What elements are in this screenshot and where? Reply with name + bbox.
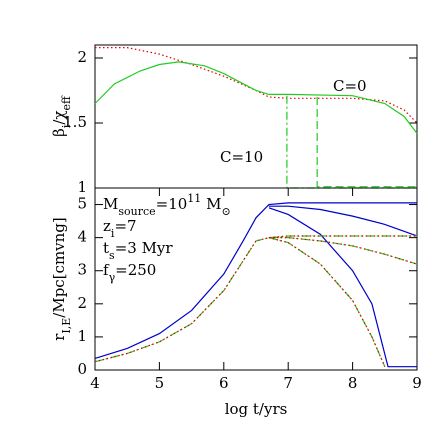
data-line xyxy=(94,202,417,359)
data-line xyxy=(286,95,417,189)
text-segment: =250 xyxy=(115,261,156,279)
data-line xyxy=(268,207,417,368)
data-line xyxy=(95,47,418,124)
text-segment: s xyxy=(109,249,115,262)
data-line xyxy=(268,237,386,367)
text-segment: eff xyxy=(60,95,73,111)
text-segment: i xyxy=(60,124,73,128)
x-tick-label: 6 xyxy=(219,374,229,392)
plot-frame xyxy=(94,187,418,371)
text-segment: /Mpc[cmvng] xyxy=(50,217,68,317)
text-segment: source xyxy=(118,205,155,218)
x-axis-label: log t/yrs xyxy=(225,400,288,418)
annotation: fγ=250 xyxy=(103,261,156,284)
x-tick-label: 4 xyxy=(90,374,100,392)
x-tick-label: 8 xyxy=(348,374,358,392)
text-segment: r xyxy=(50,333,68,341)
y-tick-label: 1 xyxy=(77,327,87,345)
y-tick-label: 3 xyxy=(77,261,87,279)
text-segment: γ xyxy=(109,271,116,284)
text-segment: β xyxy=(50,128,68,137)
y-axis-label: βi/χeff xyxy=(50,95,73,137)
y-axis-label: rI,E/Mpc[cmvng] xyxy=(50,217,73,341)
text-segment: /χ xyxy=(50,110,68,124)
text-segment: I,E xyxy=(60,318,73,334)
text-segment: t xyxy=(103,239,109,257)
text-segment: ⊙ xyxy=(221,205,230,218)
data-line xyxy=(268,237,386,367)
x-tick-label: 7 xyxy=(283,374,293,392)
data-line xyxy=(316,97,417,188)
y-tick-label: 5 xyxy=(77,195,87,213)
text-segment: z xyxy=(103,217,111,235)
text-segment: =7 xyxy=(114,217,136,235)
annotation: ts=3 Myr xyxy=(103,239,173,262)
y-tick-label: 4 xyxy=(77,228,87,246)
data-line xyxy=(94,61,418,134)
text-segment: M xyxy=(201,195,221,213)
annotation: C=10 xyxy=(220,148,263,166)
data-line xyxy=(94,235,417,363)
text-segment: f xyxy=(103,261,110,279)
data-line xyxy=(94,235,417,363)
x-tick-label: 9 xyxy=(412,374,422,392)
data-line xyxy=(268,237,418,265)
text-segment: i xyxy=(111,227,115,240)
x-tick-label: 5 xyxy=(155,374,165,392)
text-segment: 11 xyxy=(187,192,201,205)
y-tick-label: 0 xyxy=(77,360,87,378)
y-tick-label: 1.5 xyxy=(63,113,87,131)
text-segment: =10 xyxy=(156,195,188,213)
y-tick-label: 2 xyxy=(77,48,87,66)
text-segment: =3 Myr xyxy=(115,239,174,257)
plot-frame xyxy=(94,44,418,189)
annotation: C=0 xyxy=(333,77,367,95)
annotation: Msource=1011 M⊙ xyxy=(103,192,231,218)
text-segment: M xyxy=(103,195,118,213)
data-line xyxy=(268,205,418,237)
annotation: zi=7 xyxy=(103,217,137,240)
y-tick-label: 1 xyxy=(77,178,87,196)
y-tick-label: 2 xyxy=(77,294,87,312)
